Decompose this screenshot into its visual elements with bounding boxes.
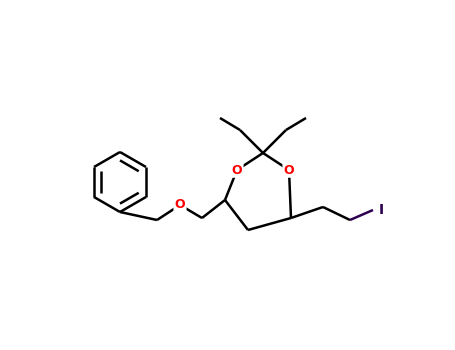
- Text: O: O: [175, 198, 185, 211]
- Text: I: I: [379, 203, 384, 217]
- Text: O: O: [232, 163, 243, 176]
- Text: O: O: [283, 163, 294, 176]
